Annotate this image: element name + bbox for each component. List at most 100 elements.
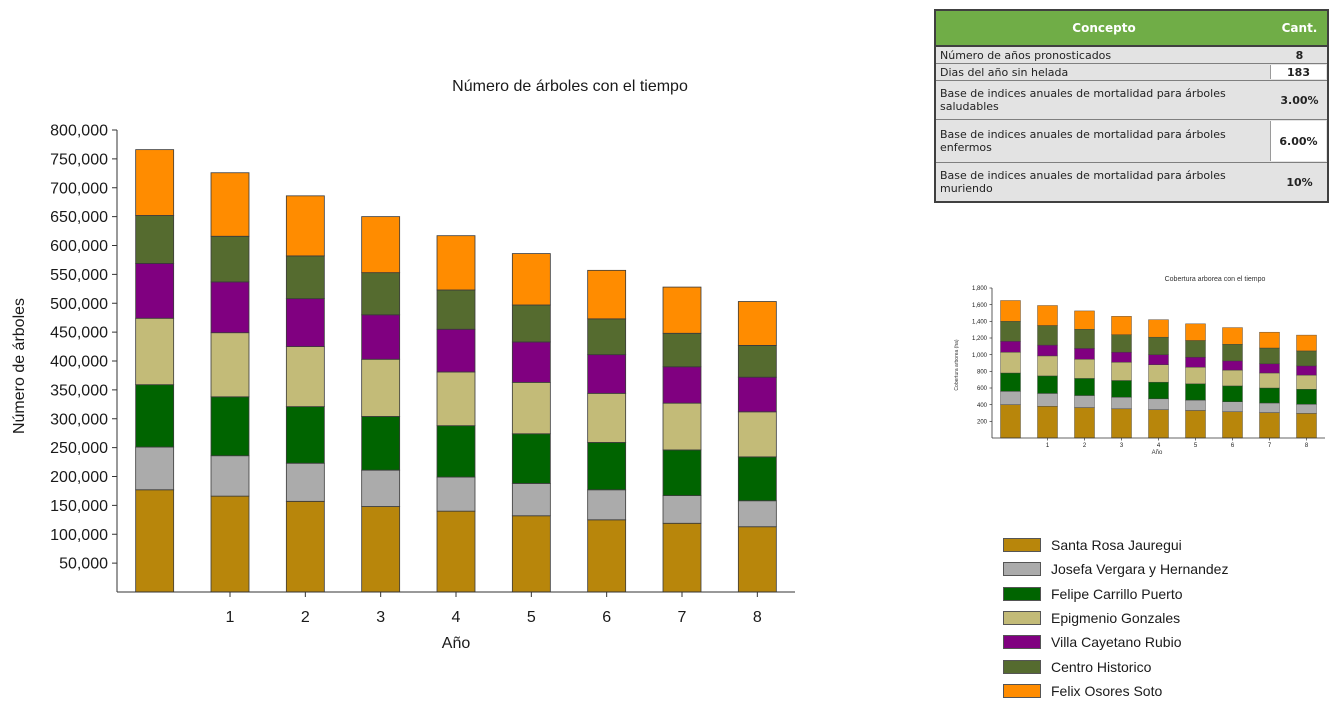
main-bar-segment xyxy=(361,272,401,316)
main-chart-ylabel: Número de árboles xyxy=(11,298,28,434)
legend-label: Felipe Carrillo Puerto xyxy=(1051,585,1183,602)
table-cell-value: 8 xyxy=(1295,48,1304,62)
mini-bar-segment xyxy=(1222,344,1243,362)
main-bar-segment xyxy=(436,476,476,512)
main-bar-segment xyxy=(436,510,476,593)
main-bar-segment xyxy=(511,253,551,306)
mini-ytick-label: 600 xyxy=(977,386,988,392)
main-bar-segment xyxy=(361,216,401,274)
main-ytick-label: 300,000 xyxy=(50,411,108,428)
mini-ytick-label: 800 xyxy=(977,369,988,375)
legend-item: Centro Historico xyxy=(1003,654,1228,678)
table-row: Dias del año sin helada 183 xyxy=(936,64,1327,81)
mini-xtick-label: 1 xyxy=(1046,443,1050,449)
mini-bar-segment xyxy=(1000,351,1021,374)
main-ytick-label: 200,000 xyxy=(50,469,108,486)
mini-ytick-label: 400 xyxy=(977,403,988,409)
main-bar-segment xyxy=(436,328,476,373)
mini-bar-segment xyxy=(1037,325,1058,346)
legend-label: Felix Osores Soto xyxy=(1051,682,1163,699)
main-bar-segment xyxy=(285,298,325,347)
mini-bar-segment xyxy=(1185,383,1206,401)
main-xtick-label: 7 xyxy=(678,609,687,626)
main-bar-segment xyxy=(210,396,250,457)
mini-bar-segment xyxy=(1222,385,1243,402)
mini-bar-segment xyxy=(1148,319,1169,338)
main-ytick-label: 250,000 xyxy=(50,440,108,457)
legend-item: Felipe Carrillo Puerto xyxy=(1003,582,1228,606)
mini-bar-segment xyxy=(1222,327,1243,345)
main-bar-segment xyxy=(436,425,476,478)
mini-bar-segment xyxy=(1296,413,1317,439)
table-row: Base de indices anuales de mortalidad pa… xyxy=(936,120,1327,163)
table-cell-concept: Base de indices anuales de mortalidad pa… xyxy=(940,169,1226,195)
mini-ytick-label: 1,400 xyxy=(972,319,988,325)
main-ytick-label: 350,000 xyxy=(50,382,108,399)
mini-bar-segment xyxy=(1111,380,1132,398)
mini-bar-segment xyxy=(1037,406,1058,439)
mini-ytick-label: 1,000 xyxy=(972,353,988,359)
main-bar-segment xyxy=(210,495,250,593)
main-bar-segment xyxy=(285,346,325,408)
mini-bar-segment xyxy=(1259,387,1280,404)
main-bar-segment xyxy=(662,332,702,368)
legend-swatch xyxy=(1003,611,1041,626)
mini-bar-segment xyxy=(1111,361,1132,381)
table-cell-value[interactable]: 183 xyxy=(1270,65,1326,79)
table-row: Número de años pronosticados 8 xyxy=(936,47,1327,64)
mini-bar-segment xyxy=(1296,404,1317,414)
mini-bar-segment xyxy=(1296,365,1317,376)
mini-chart-title: Cobertura arborea con el tiempo xyxy=(1165,276,1266,283)
mini-bar-segment xyxy=(1148,409,1169,439)
mini-bar-segment xyxy=(1259,331,1280,349)
main-ytick-label: 800,000 xyxy=(50,123,108,140)
mini-ytick-label: 1,800 xyxy=(972,286,988,292)
legend-item: Josefa Vergara y Hernandez xyxy=(1003,557,1228,581)
main-bar-segment xyxy=(361,506,401,593)
main-bar-segment xyxy=(662,449,702,496)
main-ytick-label: 650,000 xyxy=(50,209,108,226)
table-cell-value: 10% xyxy=(1286,175,1313,189)
mini-stacked-bar-chart: Cobertura arborea con el tiempo Cobertur… xyxy=(954,276,1325,456)
legend-label: Santa Rosa Jauregui xyxy=(1051,537,1182,554)
main-bar-segment xyxy=(135,489,175,593)
parameters-table: Concepto Cant. Número de años pronostica… xyxy=(934,9,1329,203)
mini-bar-segment xyxy=(1074,378,1095,396)
mini-bar-segment xyxy=(1037,393,1058,407)
legend-swatch xyxy=(1003,586,1041,601)
mini-bar-segment xyxy=(1037,375,1058,394)
mini-bar-segment xyxy=(1296,374,1317,390)
main-bar-segment xyxy=(511,304,551,343)
mini-bar-segment xyxy=(1074,310,1095,330)
main-bar-segment xyxy=(737,456,777,502)
mini-xtick-label: 5 xyxy=(1194,443,1198,449)
mini-bar-segment xyxy=(1111,408,1132,439)
mini-xtick-label: 3 xyxy=(1120,443,1124,449)
main-bar-segment xyxy=(135,384,175,448)
mini-bar-segment xyxy=(1296,334,1317,352)
mini-bar-segment xyxy=(1000,404,1021,439)
mini-ytick-label: 1,600 xyxy=(972,303,988,309)
mini-bar-segment xyxy=(1111,316,1132,335)
mini-bar-segment xyxy=(1185,340,1206,358)
legend-item: Epigmenio Gonzales xyxy=(1003,606,1228,630)
main-xtick-label: 2 xyxy=(301,609,310,626)
main-bar-segment xyxy=(662,522,702,593)
main-bar-segment xyxy=(285,500,325,593)
mini-bar-segment xyxy=(1037,344,1058,357)
mini-bar-segment xyxy=(1259,372,1280,389)
main-bar-segment xyxy=(587,354,627,394)
main-bar-segment xyxy=(587,269,627,320)
main-bar-segment xyxy=(361,469,401,507)
mini-bar-segment xyxy=(1148,336,1169,355)
main-bar-segment xyxy=(436,235,476,291)
main-bar-segment xyxy=(210,281,250,334)
table-cell-value[interactable]: 6.00% xyxy=(1270,121,1326,161)
mini-bar-segment xyxy=(1185,410,1206,439)
mini-chart-ylabel: Cobertura arborea (ha) xyxy=(954,339,960,390)
main-ytick-label: 700,000 xyxy=(50,180,108,197)
mini-bar-segment xyxy=(1148,364,1169,383)
legend-label: Villa Cayetano Rubio xyxy=(1051,634,1182,651)
mini-bar-segment xyxy=(1000,300,1021,322)
mini-bar-segment xyxy=(1185,356,1206,368)
